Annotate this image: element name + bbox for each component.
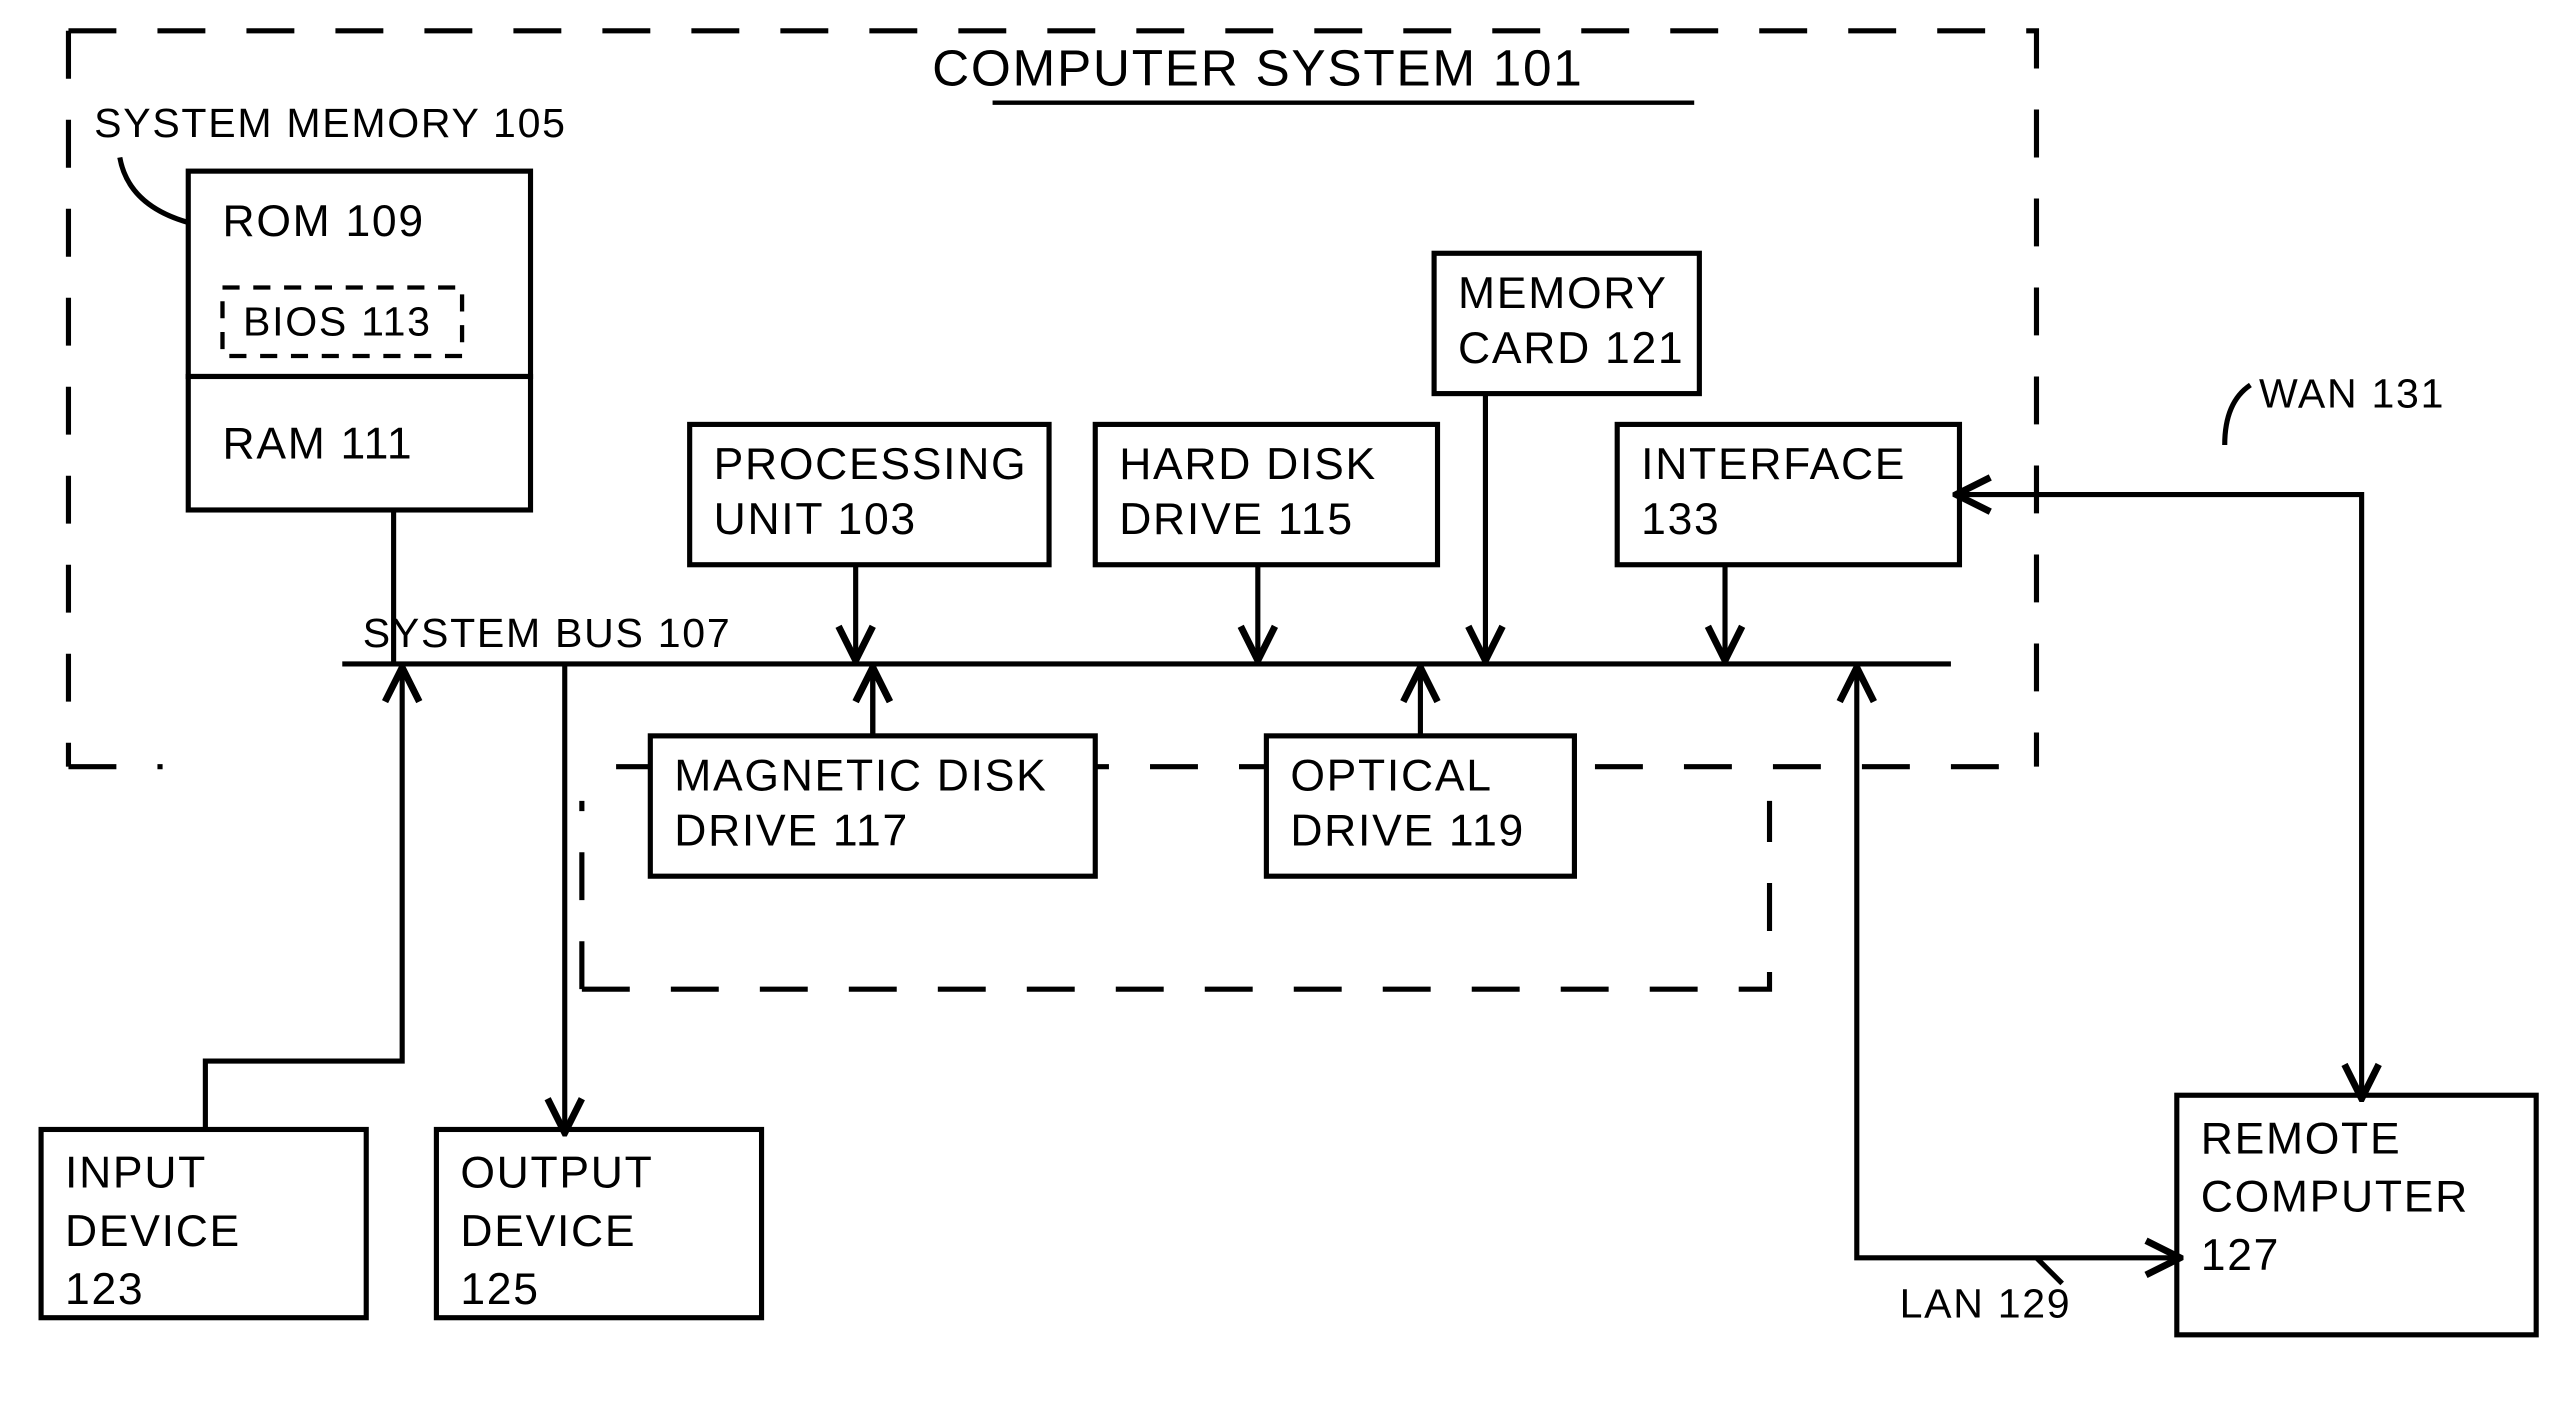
- processing-label2: UNIT 103: [714, 495, 917, 544]
- diagram-title: COMPUTER SYSTEM 101: [932, 40, 1583, 97]
- optical-label2: DRIVE 119: [1290, 806, 1525, 855]
- hdd-label1: HARD DISK: [1119, 440, 1377, 489]
- output-label1: OUTPUT: [460, 1149, 653, 1198]
- lan-path: [1857, 671, 2177, 1258]
- remote-label1: REMOTE: [2201, 1114, 2402, 1163]
- output-label3: 125: [460, 1265, 539, 1314]
- input-label3: 123: [65, 1265, 144, 1314]
- input-label2: DEVICE: [65, 1207, 241, 1256]
- magdisk-label1: MAGNETIC DISK: [674, 752, 1047, 801]
- system-bus-label: SYSTEM BUS 107: [363, 610, 732, 656]
- remote-label2: COMPUTER: [2201, 1173, 2469, 1222]
- memcard-label2: CARD 121: [1458, 324, 1684, 373]
- input-to-bus: [205, 671, 402, 1130]
- remote-label3: 127: [2201, 1231, 2280, 1280]
- magdisk-label2: DRIVE 117: [674, 806, 909, 855]
- input-label1: INPUT: [65, 1149, 207, 1198]
- wan-path: [1959, 495, 2361, 1096]
- lan-label: LAN 129: [1900, 1281, 2072, 1327]
- output-label2: DEVICE: [460, 1207, 636, 1256]
- bios-label: BIOS 113: [243, 298, 432, 344]
- processing-label1: PROCESSING: [714, 440, 1028, 489]
- hdd-label2: DRIVE 115: [1119, 495, 1354, 544]
- interface-label1: INTERFACE: [1641, 440, 1906, 489]
- ram-label: RAM 111: [222, 420, 413, 469]
- system-memory-label: SYSTEM MEMORY 105: [94, 100, 567, 146]
- wan-label: WAN 131: [2259, 370, 2445, 416]
- rom-label: ROM 109: [222, 197, 424, 246]
- memcard-label1: MEMORY: [1458, 269, 1668, 318]
- interface-label2: 133: [1641, 495, 1720, 544]
- optical-label1: OPTICAL: [1290, 752, 1492, 801]
